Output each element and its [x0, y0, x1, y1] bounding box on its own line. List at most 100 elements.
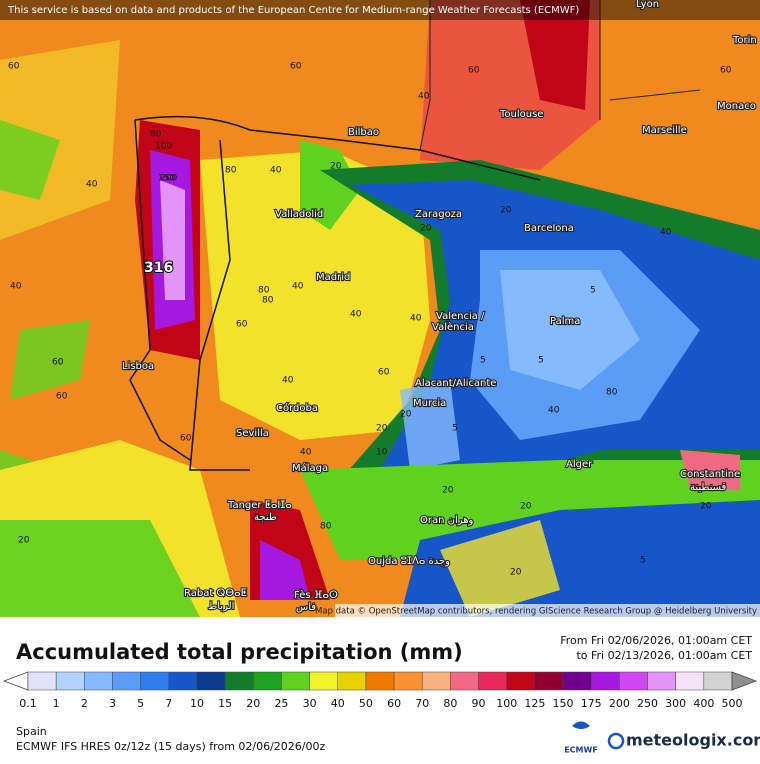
- legend-swatch: [253, 671, 282, 691]
- coast: [300, 460, 760, 560]
- ecmwf-logo: ECMWF: [564, 746, 598, 755]
- contour-label: 60: [52, 358, 64, 368]
- border: [419, 0, 701, 151]
- contour-label: 80: [225, 166, 237, 176]
- contour-label: 80: [320, 522, 332, 532]
- city: València: [432, 321, 474, 333]
- contour-label: 40: [660, 228, 672, 238]
- legend-swatch: [309, 671, 339, 691]
- contour-label: 60: [56, 392, 68, 402]
- legend-swatch: [112, 671, 141, 691]
- legend-label: 70: [415, 697, 429, 710]
- city: الرباط: [208, 601, 234, 612]
- banner: This service is based on data and produc…: [7, 5, 579, 16]
- contour-label: 100: [155, 142, 172, 152]
- contour-label: 60: [290, 62, 302, 72]
- legend-label: 400: [693, 697, 714, 710]
- model: ECMWF IFS HRES 0z/12z (15 days) from 02/…: [16, 740, 326, 753]
- legend-swatch: [590, 671, 620, 691]
- legend-swatch: [224, 671, 254, 691]
- contour-label: 200: [160, 174, 177, 184]
- city: Barcelona: [524, 223, 574, 234]
- city: Oran وهران: [420, 515, 474, 526]
- legend-label: 150: [553, 697, 574, 710]
- contour-label: 40: [282, 376, 294, 386]
- contour-label: 20: [400, 410, 412, 420]
- legend-label: 175: [581, 697, 602, 710]
- legend-swatch: [506, 671, 536, 691]
- city: Oujda ⵓⵊⴷⴰ وجدة: [368, 556, 450, 567]
- legend-swatch: [140, 671, 170, 691]
- contour-label: 80: [262, 296, 274, 306]
- city: Valladolid: [275, 209, 323, 220]
- legend-swatch: [196, 671, 226, 691]
- contour-label: 5: [480, 356, 486, 366]
- contour-label: 40: [292, 282, 304, 292]
- contour-label: 150: [158, 174, 175, 184]
- contour-label: 40: [300, 448, 312, 458]
- legend-swatch: [647, 671, 676, 691]
- legend-label: 1: [53, 697, 60, 710]
- legend-label: 20: [246, 697, 260, 710]
- contour-label: 60: [468, 66, 480, 76]
- legend-label: 40: [331, 697, 345, 710]
- city: Lisboa: [122, 361, 154, 372]
- ecmwf-icon: [572, 721, 590, 729]
- legend-label: 30: [303, 697, 317, 710]
- sea: [400, 380, 460, 470]
- meteologix-logo: meteologix.com: [626, 731, 760, 750]
- zone: [520, 0, 590, 110]
- legend-label: 50: [359, 697, 373, 710]
- contour-label: 60: [8, 62, 20, 72]
- zone: [160, 180, 185, 300]
- zone: [680, 450, 740, 490]
- city: Rabat ⵕⴱⴰⵟ: [184, 588, 247, 599]
- contour-label: 60: [720, 66, 732, 76]
- city: Madrid: [316, 272, 350, 283]
- city: Constantine: [680, 469, 740, 480]
- legend-label: 15: [218, 697, 232, 710]
- title: Accumulated total precipitation (mm): [16, 640, 463, 664]
- city: Marseille: [642, 125, 687, 136]
- city: Palma: [550, 316, 580, 327]
- contour-label: 40: [86, 180, 98, 190]
- city: Alacant/Alicante: [415, 378, 496, 389]
- contour-label: 20: [500, 206, 512, 216]
- legend-label: 5: [137, 697, 144, 710]
- contour-label: 10: [376, 448, 388, 458]
- contour-label: 80: [606, 388, 618, 398]
- map: [0, 0, 760, 617]
- city: Monaco: [717, 101, 756, 112]
- city: Torin: [732, 35, 757, 46]
- legend-swatch: [421, 671, 451, 691]
- contour-label: 20: [520, 502, 532, 512]
- legend-swatch: [619, 671, 648, 691]
- contour-label: 20: [442, 486, 454, 496]
- zone: [260, 540, 310, 600]
- contour-label: 20: [700, 502, 712, 512]
- legend-label: 25: [274, 697, 288, 710]
- legend-swatch: [27, 671, 57, 691]
- contour-label: 40: [270, 166, 282, 176]
- legend-label: 500: [722, 697, 743, 710]
- legend-swatch: [450, 671, 479, 691]
- contour-label: 60: [378, 368, 390, 378]
- legend-label: 300: [665, 697, 686, 710]
- legend-label: 100: [496, 697, 517, 710]
- contour-label: 20: [510, 568, 522, 578]
- city: Toulouse: [499, 109, 543, 120]
- region: Spain: [16, 725, 47, 738]
- legend-swatch: [365, 671, 395, 691]
- attribution-bg: [335, 604, 760, 617]
- contour-label: 60: [236, 320, 248, 330]
- period-end: to Fri 02/13/2026, 01:00am CET: [576, 649, 752, 662]
- legend-swatch: [703, 671, 733, 691]
- banner-bg: [0, 0, 760, 20]
- legend-swatch: [478, 671, 507, 691]
- city: Alger: [566, 459, 593, 470]
- city: طنجة: [254, 512, 277, 523]
- legend-label: 80: [443, 697, 457, 710]
- contour-label: 5: [590, 286, 596, 296]
- contour-label: 40: [10, 282, 22, 292]
